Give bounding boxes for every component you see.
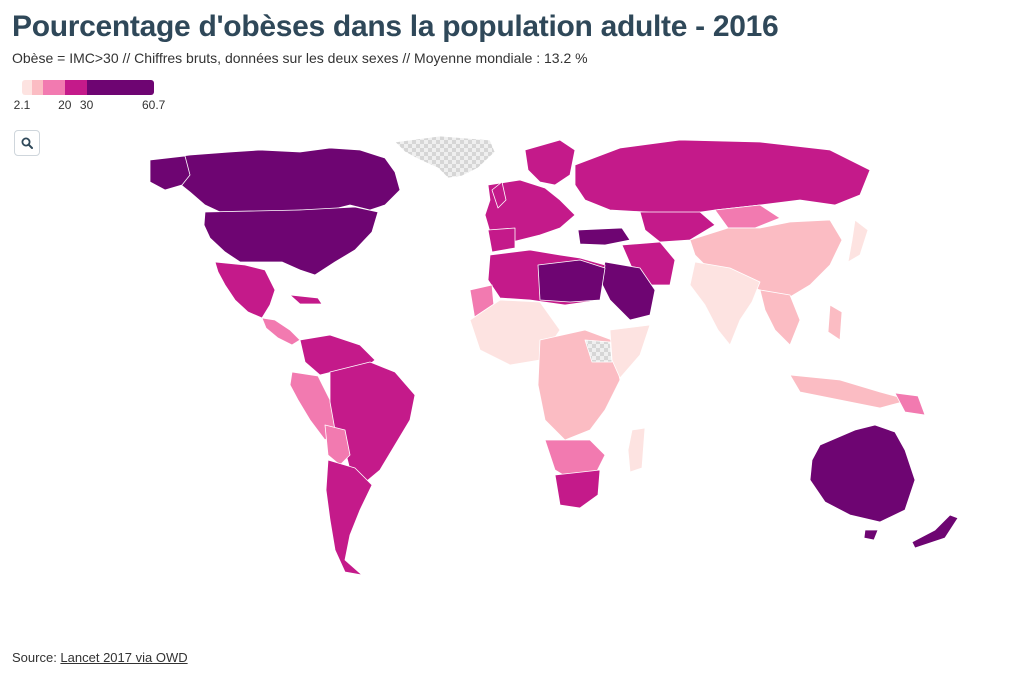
country-scandinavia[interactable]: [524, 139, 576, 186]
legend-bin-1: [32, 80, 43, 95]
search-icon: [21, 137, 33, 149]
country-indonesia[interactable]: [789, 374, 911, 409]
world-map[interactable]: [0, 120, 1020, 590]
country-libya-egypt[interactable]: [537, 259, 606, 303]
country-central-america[interactable]: [261, 317, 301, 346]
legend-bin-2: [42, 80, 65, 95]
legend-tick-label: 30: [79, 98, 94, 112]
country-russia[interactable]: [574, 139, 871, 216]
country-mexico[interactable]: [214, 261, 276, 319]
country-spain[interactable]: [487, 227, 516, 253]
country-canada[interactable]: [151, 147, 401, 213]
country-india[interactable]: [689, 261, 761, 346]
legend-tick-label: 60.7: [141, 98, 166, 112]
country-madagascar[interactable]: [627, 427, 646, 473]
source-note: Source: Lancet 2017 via OWD: [12, 650, 188, 665]
country-turkey[interactable]: [577, 227, 631, 246]
legend-color-bar: [22, 80, 154, 95]
legend-bin-0: [22, 80, 32, 95]
page-title: Pourcentage d'obèses dans la population …: [12, 10, 779, 43]
legend-bin-3: [64, 80, 87, 95]
legend-tick-label: 20: [58, 98, 72, 112]
country-cuba[interactable]: [289, 294, 323, 305]
country-usa[interactable]: [203, 206, 379, 276]
country-greenland[interactable]: [394, 135, 496, 179]
country-uk[interactable]: [491, 181, 507, 209]
country-bolivia[interactable]: [324, 424, 351, 466]
country-new-zealand[interactable]: [911, 514, 959, 549]
color-legend: 2.1 20 30 60.7: [14, 80, 165, 114]
country-east-africa[interactable]: [609, 324, 651, 379]
country-tasmania[interactable]: [863, 529, 879, 541]
page-subtitle: Obèse = IMC>30 // Chiffres bruts, donnée…: [12, 50, 588, 66]
country-somalia[interactable]: [584, 339, 613, 363]
country-japan[interactable]: [847, 219, 869, 263]
country-australia[interactable]: [809, 424, 916, 523]
country-philippines[interactable]: [827, 304, 843, 341]
source-link[interactable]: Lancet 2017 via OWD: [60, 650, 188, 665]
zoom-button[interactable]: [14, 130, 40, 156]
country-usa-alaska[interactable]: [149, 155, 191, 191]
legend-tick-label: 2.1: [13, 98, 31, 112]
country-south-africa[interactable]: [554, 469, 601, 509]
source-prefix: Source:: [12, 650, 61, 665]
legend-bin-4: [86, 80, 154, 95]
country-peru[interactable]: [289, 371, 339, 441]
country-papua-new-guinea[interactable]: [894, 392, 926, 416]
country-mongolia[interactable]: [714, 204, 781, 229]
country-southeast-asia[interactable]: [759, 289, 801, 346]
country-argentina[interactable]: [325, 459, 373, 576]
